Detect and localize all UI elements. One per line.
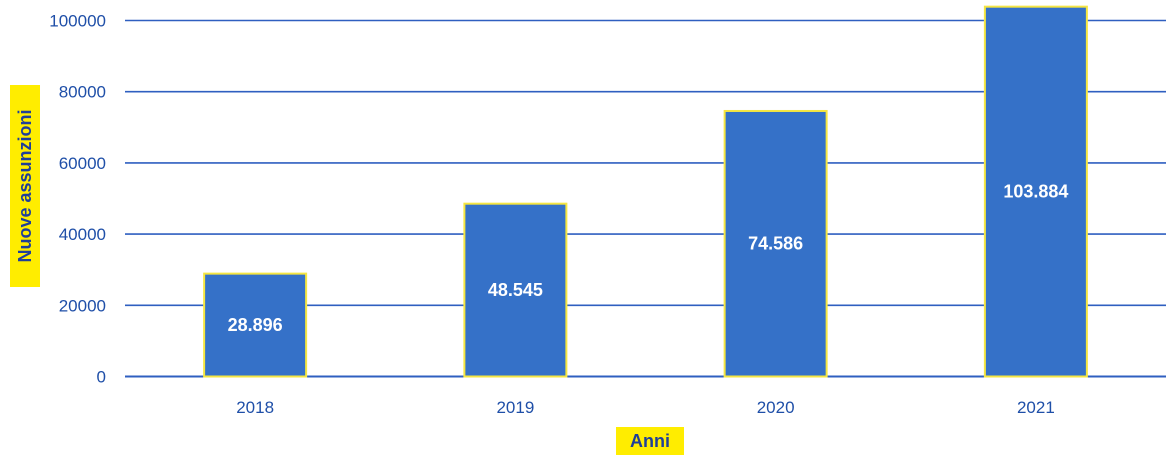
data-label-2018: 28.896	[228, 315, 283, 335]
y-axis-ticks: 0 20000 40000 60000 80000 100000	[49, 12, 106, 387]
bars: 28.896 48.545 74.586 103.884	[203, 5, 1088, 378]
data-label-2020: 74.586	[748, 234, 803, 254]
x-axis-title-text: Anni	[630, 431, 670, 451]
y-tick-label: 80000	[59, 83, 106, 102]
y-axis-title-text: Nuove assunzioni	[15, 109, 35, 262]
y-axis-title: Nuove assunzioni	[10, 85, 40, 287]
y-tick-label: 0	[97, 368, 106, 387]
data-label-2019: 48.545	[488, 280, 543, 300]
x-tick-label-2019: 2019	[496, 398, 534, 417]
x-axis-title: Anni	[616, 427, 684, 455]
y-tick-label: 100000	[49, 12, 106, 31]
bar-2018	[203, 272, 308, 378]
data-label-2021: 103.884	[1003, 182, 1068, 202]
x-tick-label-2018: 2018	[236, 398, 274, 417]
bar-2019	[463, 202, 568, 378]
y-tick-label: 40000	[59, 225, 106, 244]
x-axis-ticks: 2018 2019 2020 2021	[236, 398, 1055, 417]
bar-2021	[983, 5, 1088, 378]
bar-2020	[723, 109, 828, 378]
x-axis-title-highlight	[616, 427, 684, 455]
x-tick-label-2021: 2021	[1017, 398, 1055, 417]
y-axis-title-highlight	[10, 85, 40, 287]
y-tick-label: 20000	[59, 296, 106, 315]
y-tick-label: 60000	[59, 154, 106, 173]
x-tick-label-2020: 2020	[757, 398, 795, 417]
